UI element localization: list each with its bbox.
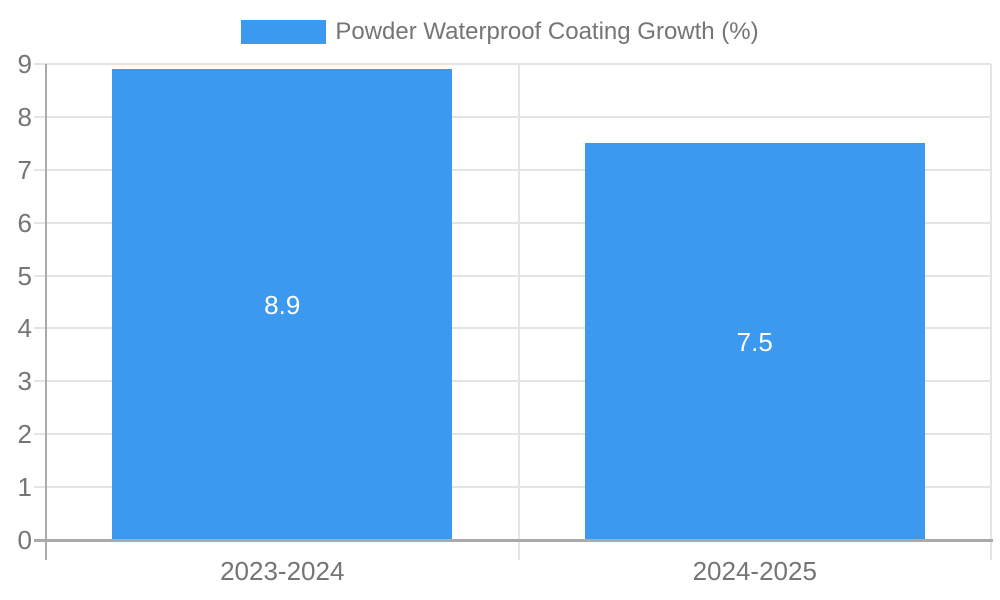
bar — [112, 69, 453, 540]
chart-legend: Powder Waterproof Coating Growth (%) — [0, 18, 1000, 45]
bar — [584, 143, 925, 540]
y-axis-tick-label: 8 — [17, 101, 32, 132]
x-axis-category-label: 2023-2024 — [220, 556, 345, 586]
y-axis-tick-label: 5 — [17, 260, 32, 291]
y-gridline — [34, 221, 991, 224]
bar-value-label: 8.9 — [264, 289, 301, 320]
x-axis-category-label: 2024-2025 — [692, 556, 817, 586]
category-boundary-gridline — [517, 64, 520, 560]
y-axis-tick-label: 1 — [17, 472, 32, 503]
legend-label: Powder Waterproof Coating Growth (%) — [335, 18, 759, 45]
y-gridline — [34, 274, 991, 277]
y-axis-tick-label: 4 — [17, 313, 32, 344]
y-gridline — [34, 168, 991, 171]
y-axis-tick-label: 7 — [17, 154, 32, 185]
y-gridline — [34, 115, 991, 118]
y-axis-tick-label: 2 — [17, 419, 32, 450]
y-axis-line — [45, 64, 47, 560]
y-axis-tick-label: 3 — [17, 366, 32, 397]
y-gridline — [34, 63, 991, 65]
y-gridline — [34, 327, 991, 330]
x-axis-line — [34, 539, 993, 542]
y-axis-tick-label: 9 — [17, 49, 32, 79]
y-axis-tick-label: 0 — [17, 525, 32, 555]
bar-value-label: 7.5 — [736, 326, 773, 357]
legend-swatch-icon — [241, 20, 327, 44]
y-axis-tick-label: 6 — [17, 207, 32, 238]
y-gridline — [34, 486, 991, 489]
y-gridline — [34, 380, 991, 383]
category-boundary-gridline — [990, 64, 992, 560]
y-gridline — [34, 433, 991, 436]
